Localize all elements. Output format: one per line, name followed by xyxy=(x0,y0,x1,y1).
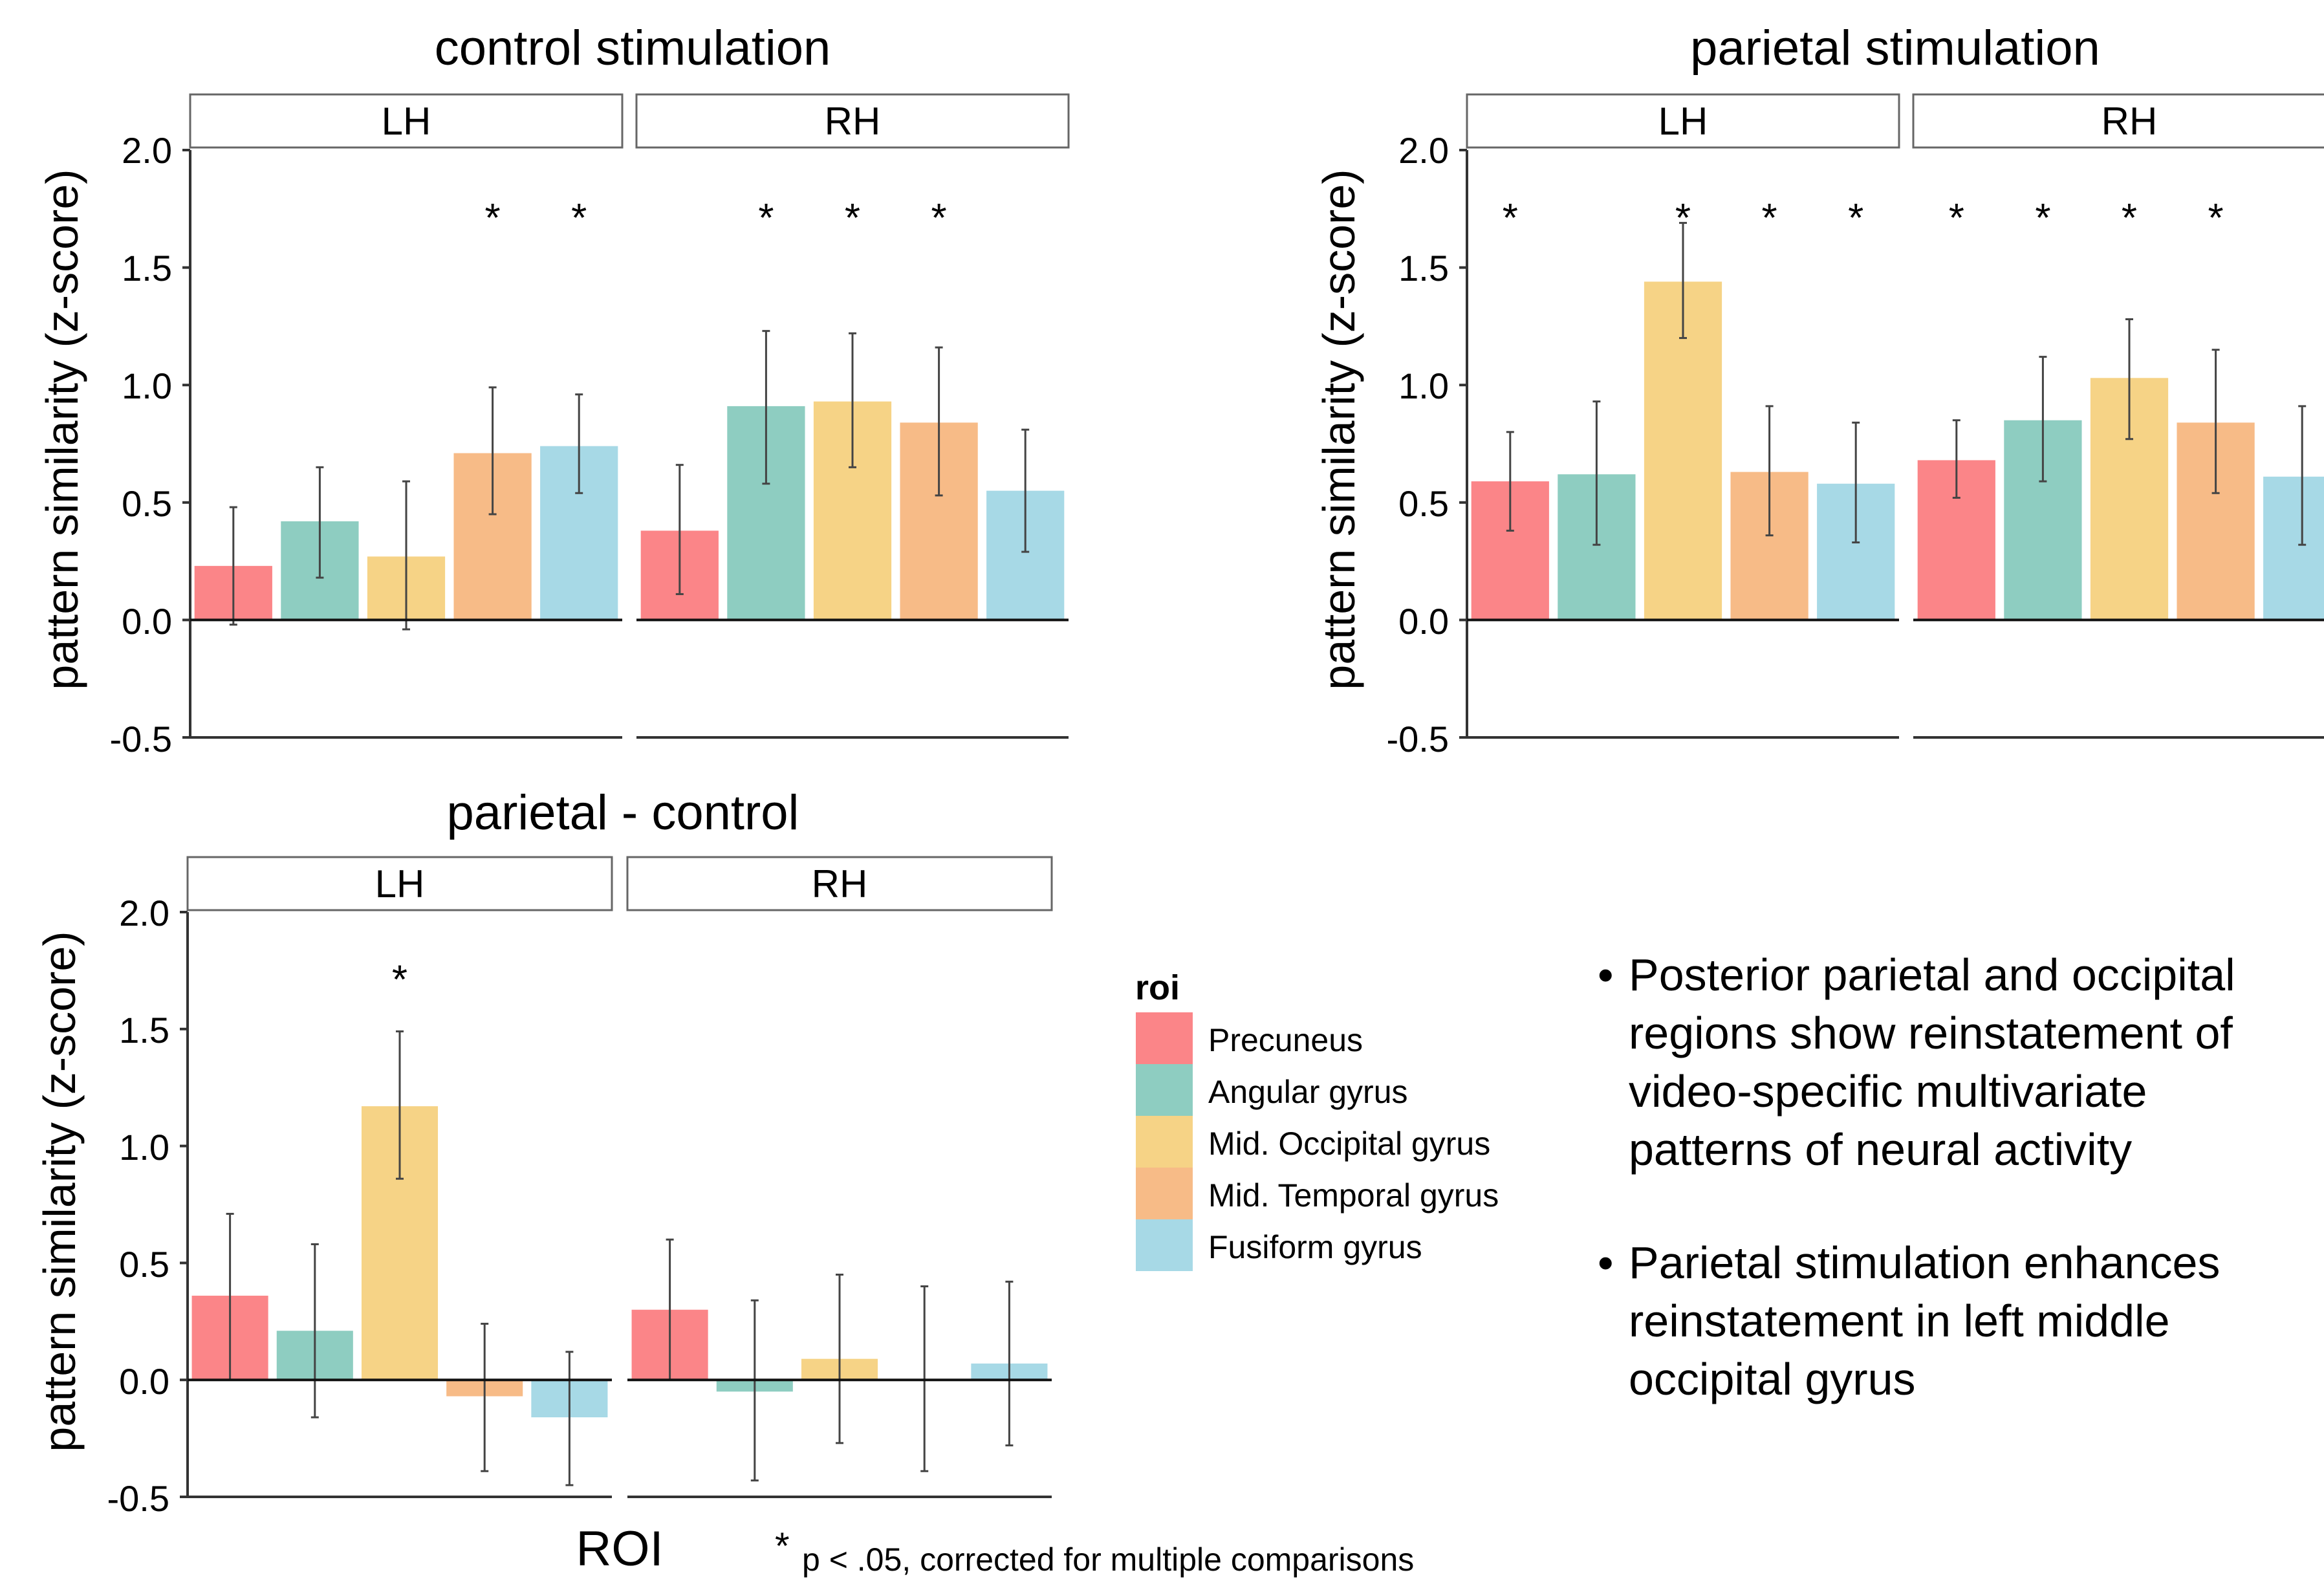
y-tick-label: 1.5 xyxy=(119,1010,169,1051)
panel-control-stimulation: control stimulation LH RH pattern simila… xyxy=(37,21,1070,759)
legend: roi Precuneus Angular gyrus Mid. Occipital… xyxy=(1135,968,1499,1271)
legend-items: Precuneus Angular gyrus Mid. Occipital gyr… xyxy=(1136,1012,1499,1271)
panel-title: control stimulation xyxy=(435,21,831,76)
bullet-dot: • xyxy=(1598,1237,1614,1288)
footnote-star: * xyxy=(775,1525,790,1567)
y-tick-label: 1.5 xyxy=(122,248,172,289)
legend-label: Mid. Temporal gyrus xyxy=(1208,1177,1499,1214)
significance-star: * xyxy=(485,196,501,241)
y-tick-label: 1.0 xyxy=(1398,365,1449,406)
facet-strip-rh xyxy=(1912,93,2324,149)
legend-title: roi xyxy=(1135,968,1180,1007)
facet-strip-rh xyxy=(635,93,1070,149)
legend-swatch xyxy=(1136,1219,1193,1271)
significance-star: * xyxy=(571,196,587,241)
y-tick-label: 2.0 xyxy=(119,893,169,933)
legend-swatch xyxy=(1136,1116,1193,1168)
bar-rh-4 xyxy=(2263,476,2324,620)
significance-star: * xyxy=(2122,196,2137,241)
facet-label-rh: RH xyxy=(825,100,881,143)
legend-swatch xyxy=(1136,1064,1193,1116)
y-tick-label: 2.0 xyxy=(1398,130,1449,171)
panel-title: parietal - control xyxy=(447,785,799,840)
significance-star: * xyxy=(1675,196,1691,241)
y-tick-label: 0.5 xyxy=(122,483,172,524)
legend-swatch xyxy=(1136,1168,1193,1219)
legend-swatch xyxy=(1136,1012,1193,1064)
y-tick-label: -0.5 xyxy=(110,719,173,759)
significance-star: * xyxy=(758,196,774,241)
legend-label: Angular gyrus xyxy=(1208,1074,1408,1110)
y-tick-label: 0.0 xyxy=(1398,601,1449,642)
facet-strip-lh xyxy=(1466,93,1900,149)
footnote-text: p < .05, corrected for multiple comparis… xyxy=(802,1541,1414,1578)
footnote: * p < .05, corrected for multiple compar… xyxy=(775,1525,1414,1578)
y-tick-label: 1.5 xyxy=(1398,248,1449,289)
y-axis-title: pattern similarity (z-score) xyxy=(37,169,87,690)
panel-parietal-stimulation: parietal stimulation LH RH pattern simil… xyxy=(1314,21,2324,759)
significance-star: * xyxy=(1503,196,1518,241)
y-axis-title: pattern similarity (z-score) xyxy=(34,931,85,1452)
y-axis-title: pattern similarity (z-score) xyxy=(1314,169,1364,690)
y-tick-label: 0.0 xyxy=(119,1361,169,1402)
bullet-dot: • xyxy=(1598,950,1614,1000)
y-tick-label: 0.0 xyxy=(122,601,172,642)
y-tick-label: 0.5 xyxy=(119,1244,169,1285)
facet-strip-rh xyxy=(626,856,1053,911)
legend-label: Fusiform gyrus xyxy=(1208,1229,1422,1265)
facet-label-lh: LH xyxy=(382,100,431,143)
facet-label-rh: RH xyxy=(812,862,868,906)
facet-label-rh: RH xyxy=(2101,100,2158,143)
significance-star: * xyxy=(931,196,947,241)
facet-strip-lh xyxy=(186,856,613,911)
bullet-text: Posterior parietal and occipital regions… xyxy=(1629,950,2235,1175)
legend-label: Mid. Occipital gyrus xyxy=(1208,1126,1490,1162)
panel-parietal-minus-control: parietal - control LH RH pattern similar… xyxy=(34,785,1053,1576)
significance-star: * xyxy=(845,196,860,241)
y-tick-label: 1.0 xyxy=(119,1127,169,1168)
facet-strip-lh xyxy=(189,93,624,149)
legend-label: Precuneus xyxy=(1208,1022,1363,1058)
y-tick-label: -0.5 xyxy=(107,1478,170,1519)
y-tick-label: -0.5 xyxy=(1387,719,1450,759)
bars-group: * * * * * xyxy=(182,149,1069,739)
bullet-item: • Parietal stimulation enhances reinstat… xyxy=(1598,1234,2309,1408)
y-tick-label: 2.0 xyxy=(122,130,172,171)
significance-star: * xyxy=(1848,196,1863,241)
significance-star: * xyxy=(2208,196,2224,241)
panel-title: parietal stimulation xyxy=(1690,21,2100,76)
bullet-item: • Posterior parietal and occipital regio… xyxy=(1598,946,2309,1179)
facet-label-lh: LH xyxy=(1658,100,1708,143)
y-tick-label: 1.0 xyxy=(122,365,172,406)
bullet-text: Parietal stimulation enhances reinstatem… xyxy=(1629,1237,2221,1404)
x-axis-title: ROI xyxy=(576,1521,663,1576)
bars-group: * xyxy=(180,911,1052,1498)
y-tick-label: 0.5 xyxy=(1398,483,1449,524)
significance-star: * xyxy=(392,957,407,1002)
significance-star: * xyxy=(1949,196,1964,241)
facet-label-lh: LH xyxy=(375,862,425,906)
bullet-list: • Posterior parietal and occipital regio… xyxy=(1598,946,2309,1463)
bars-group: * * * * * * * * xyxy=(1459,149,2324,739)
significance-star: * xyxy=(1762,196,1777,241)
significance-star: * xyxy=(2035,196,2050,241)
